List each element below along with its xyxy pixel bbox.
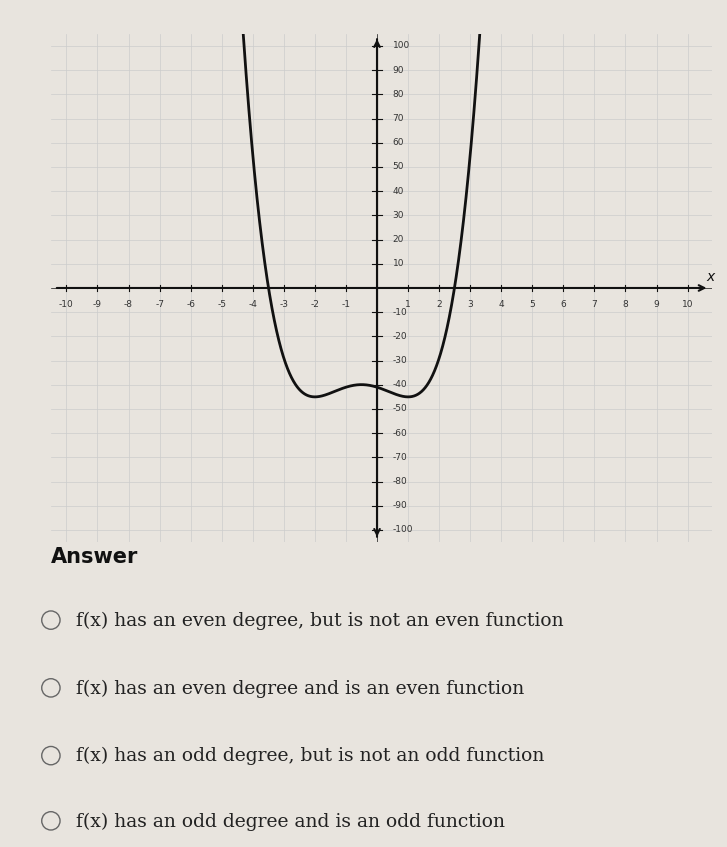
Text: f(x) has an even degree, but is not an even function: f(x) has an even degree, but is not an e… [76, 612, 564, 630]
Text: -1: -1 [342, 300, 350, 309]
Text: 10: 10 [393, 259, 404, 268]
Text: 1: 1 [405, 300, 411, 309]
Text: x: x [707, 270, 715, 285]
Text: -4: -4 [249, 300, 257, 309]
Text: 8: 8 [622, 300, 628, 309]
Text: 6: 6 [561, 300, 566, 309]
Text: 30: 30 [393, 211, 404, 220]
Text: -30: -30 [393, 356, 407, 365]
Text: -80: -80 [393, 477, 407, 486]
Text: 9: 9 [654, 300, 659, 309]
Text: f(x) has an odd degree and is an odd function: f(x) has an odd degree and is an odd fun… [76, 812, 505, 831]
Text: 7: 7 [592, 300, 598, 309]
Text: f(x) has an odd degree, but is not an odd function: f(x) has an odd degree, but is not an od… [76, 747, 545, 766]
Text: -5: -5 [217, 300, 226, 309]
Text: -20: -20 [393, 332, 407, 340]
Text: -10: -10 [393, 307, 407, 317]
Text: 90: 90 [393, 66, 404, 75]
Text: 2: 2 [436, 300, 442, 309]
Text: 3: 3 [467, 300, 473, 309]
Text: -2: -2 [310, 300, 319, 309]
Text: 80: 80 [393, 90, 404, 99]
Text: Answer: Answer [51, 547, 138, 567]
Text: -6: -6 [186, 300, 195, 309]
Text: 20: 20 [393, 235, 404, 244]
Text: -90: -90 [393, 501, 407, 510]
Text: -8: -8 [124, 300, 133, 309]
Text: 10: 10 [682, 300, 694, 309]
Text: -100: -100 [393, 525, 413, 534]
Text: 60: 60 [393, 138, 404, 147]
Text: -50: -50 [393, 405, 407, 413]
Text: 4: 4 [499, 300, 504, 309]
Text: 40: 40 [393, 186, 404, 196]
Text: 50: 50 [393, 163, 404, 171]
Text: -60: -60 [393, 429, 407, 438]
Text: 100: 100 [393, 42, 410, 51]
Text: -10: -10 [59, 300, 74, 309]
Text: -3: -3 [279, 300, 289, 309]
Text: 70: 70 [393, 114, 404, 123]
Text: -40: -40 [393, 380, 407, 390]
Text: -9: -9 [93, 300, 102, 309]
Text: -70: -70 [393, 453, 407, 462]
Text: f(x) has an even degree and is an even function: f(x) has an even degree and is an even f… [76, 679, 525, 698]
Text: 5: 5 [529, 300, 535, 309]
Text: -7: -7 [155, 300, 164, 309]
